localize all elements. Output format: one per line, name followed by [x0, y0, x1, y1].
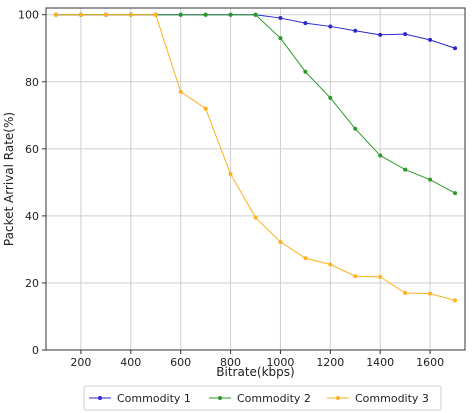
legend-swatch-marker — [336, 396, 340, 400]
data-point — [278, 240, 283, 245]
series-group — [53, 12, 458, 303]
data-point — [303, 21, 308, 26]
data-point — [453, 46, 458, 51]
data-point — [403, 167, 408, 172]
data-point — [378, 153, 383, 158]
data-point — [253, 12, 258, 17]
data-point — [78, 12, 83, 17]
x-tick-label: 1600 — [416, 356, 444, 369]
data-point — [378, 274, 383, 279]
data-point — [353, 28, 358, 33]
tick-labels: 200 400 600 800 1000 1200 1400 1600 0 20 40 60 80 100 — [18, 9, 444, 369]
data-point — [153, 12, 158, 17]
x-tick-label: 200 — [70, 356, 91, 369]
data-point — [228, 12, 233, 17]
data-point — [103, 12, 108, 17]
y-tick-label: 40 — [25, 210, 39, 223]
y-tick-label: 20 — [25, 277, 39, 290]
data-point — [303, 69, 308, 74]
data-point — [403, 291, 408, 295]
legend-item: Commodity 3 — [327, 392, 429, 405]
legend-box — [83, 385, 442, 411]
y-tick-label: 100 — [18, 9, 39, 22]
legend-swatch-marker — [98, 396, 102, 400]
plot-frame — [45, 7, 466, 351]
data-point — [353, 126, 358, 131]
x-tick-label: 1400 — [366, 356, 394, 369]
data-point — [228, 171, 233, 176]
data-point — [178, 89, 183, 94]
legend-item: Commodity 1 — [89, 392, 191, 405]
data-point — [203, 12, 208, 17]
legend-swatch-marker — [218, 396, 222, 400]
data-point — [428, 37, 433, 42]
data-point — [178, 12, 183, 17]
data-point — [428, 177, 433, 182]
legend-item: Commodity 2 — [209, 392, 311, 405]
data-point — [203, 106, 208, 111]
x-tick-label: 400 — [120, 356, 141, 369]
data-point — [328, 95, 333, 100]
data-point — [403, 32, 408, 37]
x-tick-label: 800 — [220, 356, 241, 369]
data-point — [253, 215, 258, 220]
data-point — [53, 12, 58, 17]
data-point — [378, 32, 383, 37]
x-tick-label: 1000 — [266, 356, 294, 369]
legend-label: Commodity 3 — [355, 392, 429, 405]
series-3 — [53, 12, 458, 303]
data-point — [128, 12, 133, 17]
data-point — [303, 256, 308, 261]
data-point — [278, 16, 283, 21]
data-point — [328, 24, 333, 29]
data-point — [453, 298, 458, 303]
x-axis-label: Bitrate(kbps) — [216, 365, 294, 379]
legend-label: Commodity 1 — [117, 392, 191, 405]
data-point — [278, 36, 283, 41]
legend-items: Commodity 1 Commodity 2 Commodity 3 — [89, 392, 429, 405]
data-point — [453, 191, 458, 196]
data-point — [328, 262, 333, 267]
y-tick-label: 60 — [25, 143, 39, 156]
legend: Commodity 1 Commodity 2 Commodity 3 — [83, 385, 442, 411]
y-tick-label: 0 — [32, 344, 39, 357]
x-tick-label: 600 — [170, 356, 191, 369]
data-point — [353, 274, 358, 279]
data-point — [428, 291, 433, 296]
legend-label: Commodity 2 — [237, 392, 311, 405]
y-tick-label: 80 — [25, 76, 39, 89]
y-axis-label: Packet Arrival Rate(%) — [2, 112, 16, 246]
x-tick-label: 1200 — [316, 356, 344, 369]
